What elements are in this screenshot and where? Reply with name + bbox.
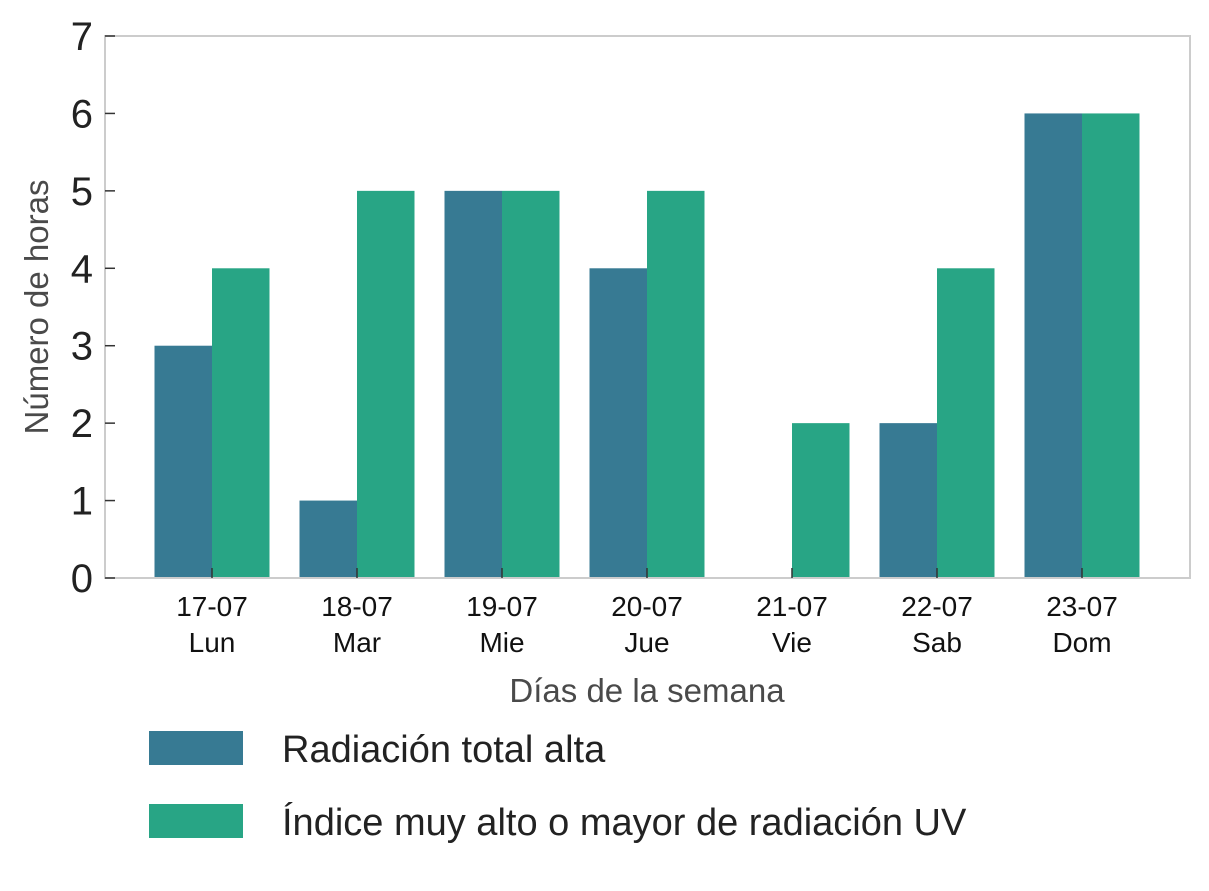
y-tick-label: 2 <box>71 402 93 446</box>
legend-swatch-series-2 <box>149 804 243 838</box>
x-tick-label-day: Sab <box>912 627 962 658</box>
y-tick-label: 5 <box>71 170 93 214</box>
bar-series-1-19-07 <box>444 190 502 579</box>
x-tick-label-date: 21-07 <box>756 591 828 622</box>
x-tick-label-day: Dom <box>1052 627 1111 658</box>
bar-series-1-17-07 <box>154 345 212 578</box>
x-tick-label-day: Mar <box>333 627 381 658</box>
y-tick-label: 7 <box>71 15 93 59</box>
y-tick-label: 6 <box>71 92 93 136</box>
bar-series-1-20-07 <box>589 268 647 578</box>
legend-label-series-1: Radiación total alta <box>282 729 606 771</box>
legend-label-series-2: Índice muy alto o mayor de radiación UV <box>282 801 967 844</box>
bar-series-2-21-07 <box>792 423 850 578</box>
legend: Radiación total alta Índice muy alto o ma… <box>149 729 967 844</box>
y-tick-label: 3 <box>71 325 93 369</box>
x-tick-label-day: Mie <box>479 627 524 658</box>
x-tick-label-date: 20-07 <box>611 591 683 622</box>
bar-series-2-22-07 <box>937 268 995 578</box>
y-axis-title: Número de horas <box>18 180 55 435</box>
x-tick-label-date: 17-07 <box>176 591 248 622</box>
bar-series-2-19-07 <box>502 190 560 579</box>
bar-series-2-20-07 <box>647 190 705 579</box>
bars-layer <box>154 113 1140 579</box>
bar-series-1-18-07 <box>299 500 357 578</box>
x-tick-label-date: 18-07 <box>321 591 393 622</box>
bar-series-1-22-07 <box>879 423 937 578</box>
bar-series-2-18-07 <box>357 190 415 579</box>
x-tick-label-day: Vie <box>772 627 812 658</box>
x-tick-label-day: Lun <box>189 627 236 658</box>
y-axis-ticks: 0 1 2 3 4 5 6 7 <box>71 15 115 601</box>
bar-series-2-17-07 <box>212 268 270 578</box>
x-tick-label-date: 19-07 <box>466 591 538 622</box>
y-tick-label: 0 <box>71 557 93 601</box>
y-tick-label: 4 <box>71 247 93 291</box>
x-axis-ticks: 17-07 Lun 18-07 Mar 19-07 Mie 20-07 Jue 21-07 Vie… <box>176 568 1118 658</box>
bar-series-2-23-07 <box>1082 113 1140 579</box>
y-tick-label: 1 <box>71 480 93 524</box>
x-tick-label-date: 22-07 <box>901 591 973 622</box>
bar-series-1-23-07 <box>1024 113 1082 579</box>
legend-swatch-series-1 <box>149 731 243 765</box>
x-tick-label-day: Jue <box>624 627 669 658</box>
x-axis-title: Días de la semana <box>509 672 785 709</box>
x-tick-label-date: 23-07 <box>1046 591 1118 622</box>
